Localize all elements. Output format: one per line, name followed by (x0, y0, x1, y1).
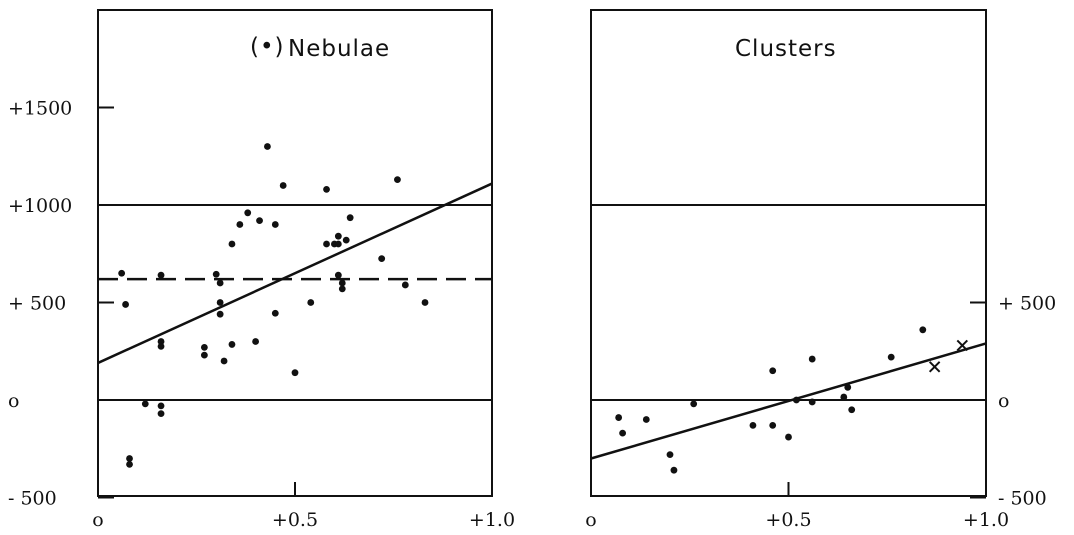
clusters-title: Clusters (735, 36, 837, 62)
nebulae-y-tick-label: +1500 (8, 98, 72, 120)
clusters-data-point (808, 355, 816, 363)
nebulae-data-point (421, 299, 429, 306)
clusters-data-point (670, 466, 678, 474)
nebulae-data-point (236, 221, 244, 228)
clusters-data-point (769, 367, 777, 375)
nebulae-data-point (157, 402, 165, 410)
clusters-data-point (808, 398, 816, 406)
nebulae-x-tick-label: +0.5 (272, 509, 318, 531)
clusters-lines (590, 204, 987, 460)
nebulae-x-tick-label: +1.0 (469, 509, 515, 531)
clusters-data-point (666, 451, 674, 458)
nebulae-y-tick-label: + 500 (8, 293, 66, 315)
nebulae-data-point (271, 221, 279, 228)
nebulae-y-tick-label: o (8, 390, 19, 412)
clusters-y-tick-label: o (998, 390, 1009, 412)
nebulae-y-tick-label: +1000 (8, 195, 72, 217)
nebulae-data-point (323, 240, 330, 248)
nebulae-data-point (271, 309, 279, 317)
nebulae-data-point (157, 410, 165, 418)
nebulae-data-point (307, 299, 315, 306)
clusters-data-point (793, 396, 800, 404)
nebulae-points (118, 143, 429, 468)
nebulae-data-point (122, 301, 129, 308)
nebulae-data-point (334, 240, 342, 248)
nebulae-data-point (212, 270, 220, 278)
nebulae-data-point (200, 343, 208, 351)
clusters-fit-line (590, 342, 987, 460)
nebulae-y-tick-label: - 500 (8, 488, 57, 510)
nebulae-data-point (244, 209, 252, 217)
clusters-frame (590, 9, 987, 497)
nebulae-data-point (334, 232, 342, 240)
clusters-data-point (840, 393, 848, 401)
nebulae-data-point (338, 279, 346, 287)
clusters-panel: Clusters + 500 o - 500 o +0.5 +1.0 (585, 9, 1056, 532)
nebulae-data-point (323, 186, 330, 193)
clusters-data-point (785, 433, 792, 441)
nebulae-data-point (228, 240, 236, 248)
nebulae-frame (97, 9, 493, 497)
nebulae-data-point (342, 236, 350, 244)
clusters-data-point (749, 421, 757, 429)
nebulae-data-point (216, 310, 224, 318)
nebulae-data-point (264, 143, 271, 150)
nebulae-data-point (252, 338, 259, 345)
clusters-cross-point (956, 339, 969, 352)
nebulae-data-point (338, 285, 346, 293)
nebulae-data-point (279, 182, 287, 189)
nebulae-data-point (157, 342, 165, 350)
nebulae-data-point (291, 369, 299, 377)
clusters-cross-point (928, 361, 941, 373)
nebulae-x-tick-label: o (92, 509, 103, 531)
nebulae-data-point (334, 271, 342, 279)
nebulae-data-point (216, 299, 224, 306)
nebulae-data-point (141, 400, 149, 408)
clusters-data-point (919, 326, 927, 334)
nebulae-data-point (157, 338, 165, 345)
nebulae-data-point (346, 214, 354, 222)
clusters-y-tick-label: + 500 (998, 293, 1056, 315)
nebulae-data-point (126, 460, 133, 468)
nebulae-data-point (228, 341, 236, 348)
clusters-data-point (642, 416, 650, 423)
clusters-x-tick-label: o (585, 509, 596, 531)
nebulae-fit-line (97, 182, 493, 365)
nebulae-title-marker: (•) (250, 34, 285, 60)
nebulae-data-point (220, 357, 228, 365)
clusters-data-point (690, 400, 698, 408)
nebulae-data-point (401, 281, 409, 289)
clusters-data-point (615, 414, 623, 421)
nebulae-ticks: +1500 +1000 + 500 o - 500 o +0.5 +1.0 (8, 98, 515, 532)
clusters-y-tick-label: - 500 (998, 488, 1047, 510)
clusters-data-point (619, 429, 626, 437)
clusters-x-tick-label: +0.5 (765, 509, 811, 531)
clusters-data-point (844, 383, 852, 391)
nebulae-data-point (157, 271, 165, 279)
nebulae-data-point (256, 217, 263, 225)
nebulae-data-point (126, 455, 133, 462)
nebulae-lines (97, 182, 493, 401)
clusters-x-tick-label: +1.0 (963, 509, 1009, 531)
nebulae-data-point (200, 351, 208, 359)
nebulae-data-point (118, 269, 126, 277)
nebulae-data-point (216, 279, 224, 287)
clusters-ticks: + 500 o - 500 o +0.5 +1.0 (585, 293, 1056, 532)
clusters-data-point (769, 421, 777, 429)
nebulae-data-point (394, 176, 401, 184)
clusters-data-point (887, 353, 895, 361)
nebulae-data-point (378, 255, 386, 263)
nebulae-title: Nebulae (288, 36, 390, 62)
clusters-data-point (848, 406, 856, 414)
clusters-points (615, 326, 969, 474)
